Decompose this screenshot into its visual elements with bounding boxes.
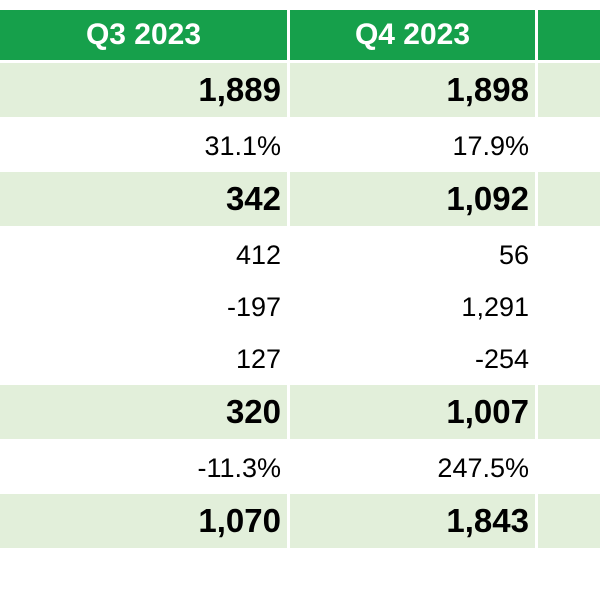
table-row: 320 1,007 <box>0 385 600 439</box>
cell-q4-2023[interactable]: 1,007 <box>290 385 535 439</box>
cell-q4-2023[interactable]: 1,092 <box>290 172 535 226</box>
cell-next-column[interactable] <box>538 172 600 226</box>
table-row: 342 1,092 <box>0 172 600 226</box>
cell-next-column[interactable] <box>538 63 600 117</box>
cell-q3-2023[interactable]: 412 <box>0 229 287 278</box>
cell-next-column[interactable] <box>538 442 600 491</box>
table-row: -197 1,291 <box>0 281 600 330</box>
column-header-q4-2023[interactable]: Q4 2023 <box>290 10 535 60</box>
cell-q4-2023[interactable]: 247.5% <box>290 442 535 491</box>
cell-q3-2023[interactable]: 1,889 <box>0 63 287 117</box>
cell-next-column[interactable] <box>538 281 600 330</box>
column-header-next[interactable] <box>538 10 600 60</box>
table-row: 1,070 1,843 <box>0 494 600 548</box>
cell-next-column[interactable] <box>538 120 600 169</box>
table-row: 1,889 1,898 <box>0 63 600 117</box>
cell-q4-2023[interactable]: 1,291 <box>290 281 535 330</box>
table-row: 412 56 <box>0 229 600 278</box>
cell-q3-2023[interactable]: 1,070 <box>0 494 287 548</box>
cell-q3-2023[interactable]: 31.1% <box>0 120 287 169</box>
cell-q4-2023[interactable]: 1,898 <box>290 63 535 117</box>
table-row: 127 -254 <box>0 333 600 382</box>
cell-q3-2023[interactable]: 342 <box>0 172 287 226</box>
cell-q3-2023[interactable]: 320 <box>0 385 287 439</box>
cell-q4-2023[interactable]: 56 <box>290 229 535 278</box>
table-row: -11.3% 247.5% <box>0 442 600 491</box>
cell-next-column[interactable] <box>538 494 600 548</box>
cell-next-column[interactable] <box>538 385 600 439</box>
table-row: 31.1% 17.9% <box>0 120 600 169</box>
cell-q4-2023[interactable]: 17.9% <box>290 120 535 169</box>
cell-q3-2023[interactable]: 127 <box>0 333 287 382</box>
cell-q3-2023[interactable]: -197 <box>0 281 287 330</box>
cell-next-column[interactable] <box>538 229 600 278</box>
cell-q4-2023[interactable]: 1,843 <box>290 494 535 548</box>
header-row: Q3 2023 Q4 2023 <box>0 10 600 60</box>
cell-q3-2023[interactable]: -11.3% <box>0 442 287 491</box>
cell-q4-2023[interactable]: -254 <box>290 333 535 382</box>
column-header-q3-2023[interactable]: Q3 2023 <box>0 10 287 60</box>
cell-next-column[interactable] <box>538 333 600 382</box>
